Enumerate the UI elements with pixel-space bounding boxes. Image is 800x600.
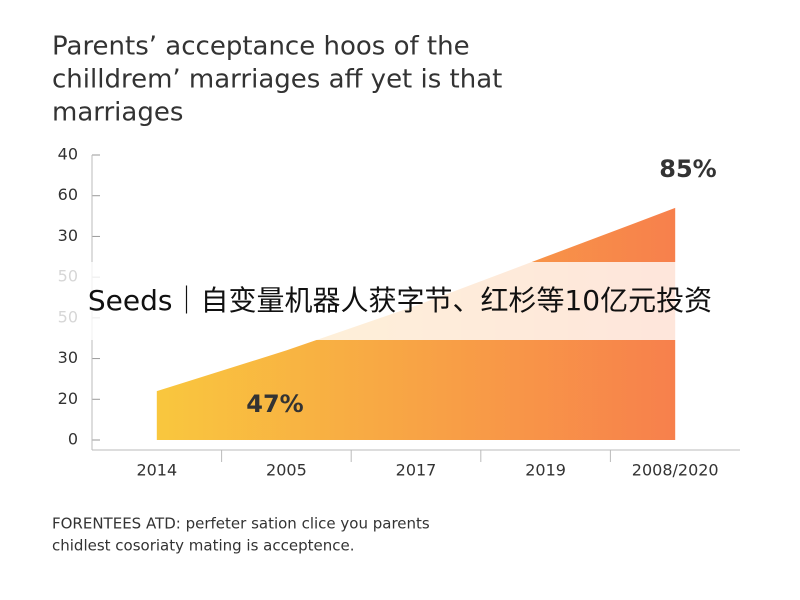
chart-title: marriages: [52, 98, 183, 128]
chart-title: chilldrem’ marriages aff yet is that: [52, 65, 502, 95]
x-tick-label: 2005: [266, 461, 307, 480]
footnote: FORENTEES ATD: perfeter sation clice you…: [52, 515, 430, 533]
y-tick-label: 20: [58, 389, 78, 408]
x-tick-label: 2017: [396, 461, 437, 480]
chart-title: Parents’ acceptance hoos of the: [52, 32, 470, 62]
y-tick-label: 30: [58, 348, 78, 367]
annotation: 85%: [659, 155, 716, 183]
x-tick-label: 2019: [525, 461, 566, 480]
y-tick-label: 40: [58, 145, 78, 164]
x-tick-label: 2014: [136, 461, 177, 480]
footnote: chidlest cosoriaty mating is acceptence.: [52, 537, 354, 555]
banner-bg: [0, 262, 800, 340]
y-tick-label: 30: [58, 226, 78, 245]
x-tick-label: 2008/2020: [632, 461, 719, 480]
y-tick-label: 0: [68, 430, 78, 449]
annotation: 47%: [246, 390, 303, 418]
banner: Seeds｜自变量机器人获字节、红杉等10亿元投资: [88, 284, 712, 317]
y-tick-label: 60: [58, 185, 78, 204]
